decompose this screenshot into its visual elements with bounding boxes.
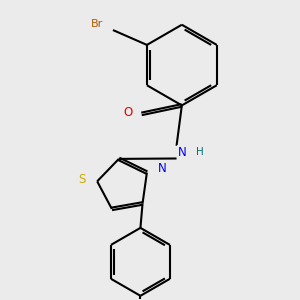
Text: N: N (158, 162, 166, 175)
Text: N: N (178, 146, 186, 159)
Text: S: S (79, 173, 86, 186)
Text: O: O (123, 106, 132, 119)
Text: H: H (196, 147, 204, 157)
Text: Br: Br (91, 19, 103, 29)
